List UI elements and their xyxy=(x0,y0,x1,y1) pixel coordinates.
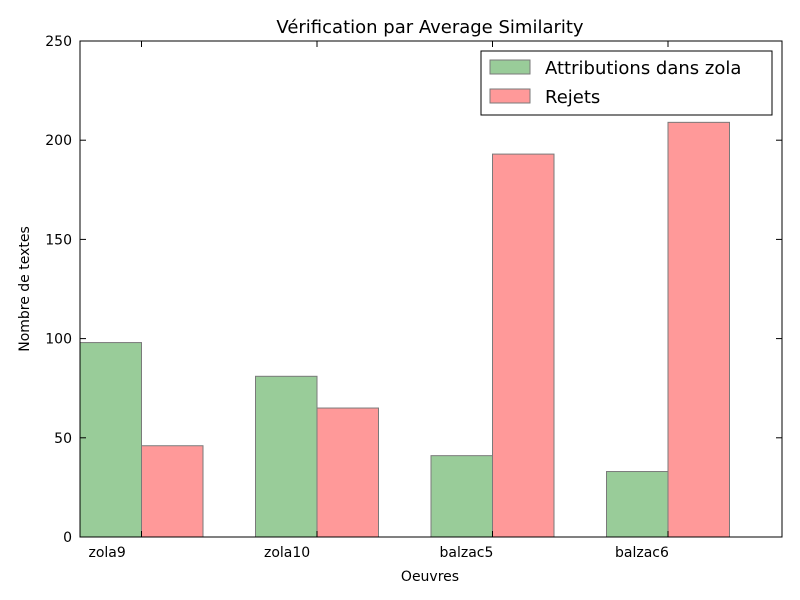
y-axis: 0 50 100 150 200 250 xyxy=(45,34,782,546)
x-tick-label-zola10: zola10 xyxy=(264,545,310,561)
y-axis-label: Nombre de textes xyxy=(17,226,33,352)
legend-swatch-attributions xyxy=(489,59,531,75)
x-tick-label-balzac6: balzac6 xyxy=(615,545,669,561)
y-tick-label: 200 xyxy=(45,133,72,149)
bar-zola9-rejets xyxy=(141,445,204,538)
x-tick-label-balzac5: balzac5 xyxy=(440,545,494,561)
x-tick-label-zola9: zola9 xyxy=(89,545,126,561)
bar-zola10-rejets xyxy=(316,407,379,538)
bar-zola10-attributions xyxy=(255,375,318,538)
y-tick-label: 100 xyxy=(45,332,72,348)
x-axis-label: Oeuvres xyxy=(401,569,459,585)
bar-balzac5-attributions xyxy=(430,455,493,538)
y-tick-label: 150 xyxy=(45,232,72,248)
chart-title: Vérification par Average Similarity xyxy=(276,17,584,38)
bar-balzac6-rejets xyxy=(667,121,730,538)
legend-swatch-rejets xyxy=(489,88,531,104)
legend-label-rejets: Rejets xyxy=(545,87,600,108)
bar-balzac5-rejets xyxy=(492,153,555,538)
y-tick-label: 50 xyxy=(54,431,72,447)
y-tick-label: 0 xyxy=(63,530,72,546)
x-axis: zola9 zola10 balzac5 balzac6 xyxy=(89,41,669,561)
bars-group xyxy=(79,121,730,538)
y-tick-label: 250 xyxy=(45,34,72,50)
plot-frame xyxy=(79,40,783,538)
legend: Attributions dans zola Rejets xyxy=(480,50,773,116)
bar-zola9-attributions xyxy=(79,342,142,538)
bar-balzac6-attributions xyxy=(606,471,669,538)
legend-label-attributions: Attributions dans zola xyxy=(545,58,741,79)
